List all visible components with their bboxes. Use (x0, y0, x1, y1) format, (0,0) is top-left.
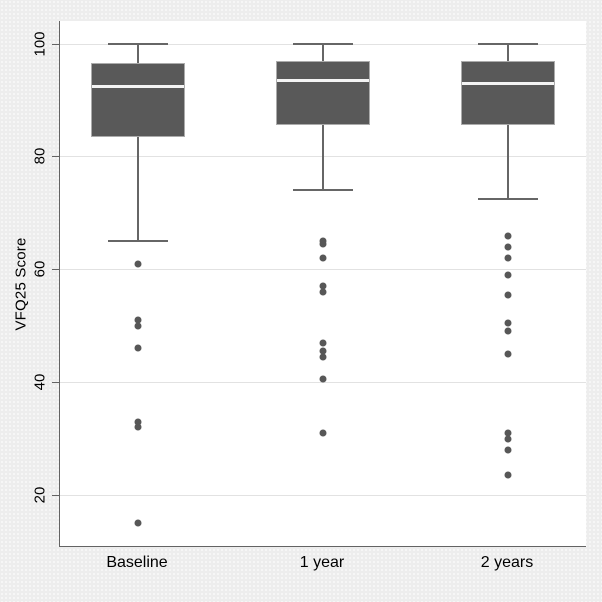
x-category-label-2: 2 years (480, 554, 534, 571)
lower-whisker-1 (322, 125, 324, 191)
median-0 (92, 84, 184, 88)
y-tick-80 (52, 156, 59, 158)
lower-whisker-0 (137, 136, 139, 242)
outlier-1 (319, 339, 327, 347)
upper-whisker-0 (137, 43, 139, 64)
lower-whisker-cap-2 (478, 197, 538, 200)
outlier-1 (319, 240, 327, 248)
outlier-2 (504, 327, 512, 335)
outlier-2 (504, 319, 512, 327)
upper-whisker-1 (322, 43, 324, 61)
box-2 (461, 60, 555, 126)
y-axis-title: VFQ25 Score (12, 236, 30, 331)
x-category-label-1: 1 year (299, 554, 345, 571)
box-0 (91, 63, 185, 137)
outlier-2 (504, 254, 512, 262)
outlier-1 (319, 288, 327, 296)
outlier-0 (134, 418, 142, 426)
median-2 (462, 82, 554, 86)
outlier-2 (504, 232, 512, 240)
y-tick-label-100: 100 (31, 31, 49, 57)
outlier-2 (504, 291, 512, 299)
outlier-2 (504, 271, 512, 279)
y-tick-label-40: 40 (31, 373, 49, 391)
lower-whisker-cap-1 (293, 189, 353, 192)
outlier-0 (134, 519, 142, 527)
y-tick-60 (52, 269, 59, 271)
lower-whisker-cap-0 (108, 240, 168, 243)
plot-area (59, 21, 586, 547)
upper-whisker-cap-1 (293, 42, 353, 45)
outlier-0 (134, 344, 142, 352)
outlier-1 (319, 254, 327, 262)
x-category-label-0: Baseline (106, 554, 168, 571)
upper-whisker-cap-2 (478, 42, 538, 45)
outlier-1 (319, 375, 327, 383)
gridline-60 (60, 269, 586, 271)
upper-whisker-2 (507, 43, 509, 61)
outlier-1 (319, 429, 327, 437)
y-tick-label-20: 20 (31, 486, 49, 504)
lower-whisker-2 (507, 125, 509, 199)
outlier-2 (504, 471, 512, 479)
y-tick-label-60: 60 (31, 261, 49, 278)
outlier-2 (504, 429, 512, 437)
outlier-0 (134, 322, 142, 330)
box-1 (276, 60, 370, 126)
outlier-0 (134, 423, 142, 431)
outlier-2 (504, 435, 512, 443)
outlier-1 (319, 353, 327, 361)
y-tick-20 (52, 495, 59, 497)
outlier-2 (504, 446, 512, 454)
outlier-0 (134, 316, 142, 324)
gridline-20 (60, 495, 586, 497)
y-tick-label-80: 80 (31, 148, 49, 165)
median-1 (277, 79, 369, 83)
outlier-0 (134, 260, 142, 268)
outlier-1 (319, 347, 327, 355)
y-tick-40 (52, 382, 59, 384)
y-tick-100 (52, 43, 59, 45)
outlier-2 (504, 243, 512, 251)
outlier-1 (319, 282, 327, 290)
outlier-2 (504, 350, 512, 358)
upper-whisker-cap-0 (108, 42, 168, 45)
